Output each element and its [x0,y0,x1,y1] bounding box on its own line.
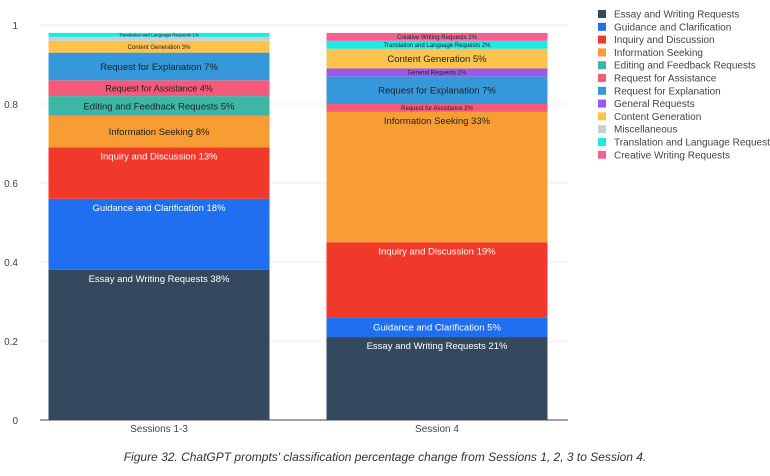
bar-segment [326,337,548,420]
bar-segment [48,147,270,199]
bar-segment [48,198,270,270]
bar-segment [48,40,270,53]
bar-segment [326,68,548,77]
legend-label: Guidance and Clarification [614,22,731,33]
data-label: Request for Explanation 7% [378,86,496,97]
bar-segment [326,104,548,112]
data-label: Request for Assistance 4% [105,83,213,93]
bar-layer [48,32,548,420]
bar-segment [326,40,548,49]
data-label: Translation and Language Requests 2% [384,43,492,49]
y-tick-label: 0.6 [4,179,18,190]
legend-swatch [598,74,606,82]
data-label: Information Seeking 8% [109,127,210,138]
legend-label: Request for Explanation [614,86,721,97]
data-label: Request for Explanation 7% [100,62,218,73]
legend-swatch [598,125,606,134]
legend-swatch [598,112,606,121]
x-tick-label: Session 4 [415,424,459,435]
legend-swatch [598,22,606,31]
legend-swatch [598,99,606,108]
data-label: Content Generation 5% [387,54,487,65]
data-label: General Requests 2% [408,71,467,77]
bar-segment [48,52,270,81]
data-label: Guidance and Clarification 5% [373,323,501,334]
legend-swatch [598,10,606,18]
data-label: Content Generation 3% [128,45,191,51]
legend-label: Miscellaneous [614,125,677,136]
data-label: Inquiry and Discussion 19% [378,246,496,257]
legend-label: Creative Writing Requests [614,150,730,161]
segment-label-layer: Essay and Writing Requests 38% Guidance a… [83,32,507,352]
data-label: Translation and Language Requests 1% [119,32,199,37]
legend-label: Request for Assistance [614,74,717,85]
data-label: Creative Writing Requests 2% [397,35,478,41]
y-tick-label: 0.2 [4,337,18,348]
bar-segment [48,36,270,41]
y-tick-label: 0 [12,416,18,427]
y-tick-label: 0.4 [4,258,18,269]
bar-segment [326,32,548,41]
bar-segment [48,32,270,37]
bar-segment [326,317,548,338]
legend-label: Inquiry and Discussion [614,35,715,46]
data-label: Guidance and Clarification 18% [92,203,226,214]
bar-segment [48,96,270,116]
legend-swatch [598,138,606,146]
data-label: Essay and Writing Requests 38% [89,274,230,285]
legend-label: General Requests [614,99,695,110]
bar-segment [326,111,548,243]
legend-label: Editing and Feedback Requests [614,61,756,72]
legend-swatch [598,35,606,44]
x-tick-label: Sessions 1-3 [130,424,188,435]
data-label: Inquiry and Discussion 13% [100,151,218,162]
legend-label: Content Generation [614,112,701,123]
stacked-bar-chart: 0 0.2 0.4 0.6 0.8 1 Sessions 1-3 Session 4 Essa… [4,10,770,436]
bar-segment [326,76,548,104]
figure-caption: Figure 32. ChatGPT prompts' classificati… [123,450,647,464]
legend-swatch [598,48,606,57]
legend-label: Information Seeking [614,48,703,59]
legend-label: Essay and Writing Requests [614,10,739,21]
legend-label: Translation and Language Requests [614,138,770,149]
y-tick-label: 0.8 [4,100,18,111]
legend-swatch [598,86,606,95]
data-label: Information Seeking 33% [384,116,491,127]
bar-segment [48,269,270,420]
bar-segment [48,80,270,97]
bar-segment [326,242,548,318]
data-label: Essay and Writing Requests 21% [367,341,508,352]
legend-swatch [598,61,606,70]
bar-segment [48,115,270,148]
bar-segment [326,48,548,69]
data-label: Editing and Feedback Requests 5% [83,101,235,112]
legend-swatch [598,150,606,159]
y-tick-label: 1 [12,21,18,32]
data-label: Request for Assistance 2% [401,106,473,112]
